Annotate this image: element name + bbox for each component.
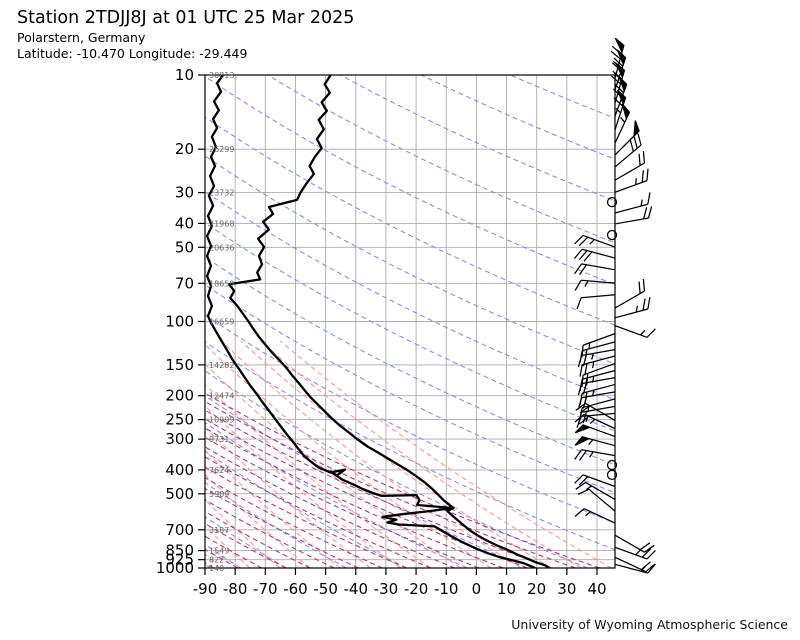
pressure-tick-label: 150 bbox=[165, 356, 194, 374]
pressure-tick-label: 400 bbox=[165, 461, 194, 479]
pressure-tick-label: 500 bbox=[165, 485, 194, 503]
pressure-tick-label: 300 bbox=[165, 430, 194, 448]
altitude-label: 7624 bbox=[209, 466, 229, 475]
page-title: Station 2TDJJ8J at 01 UTC 25 Mar 2025 bbox=[17, 8, 355, 28]
pressure-tick-label: 925 bbox=[165, 551, 194, 569]
x-tick-label: -60 bbox=[283, 580, 308, 598]
pressure-tick-label: 10 bbox=[175, 66, 194, 84]
dewpoint-trace bbox=[205, 75, 536, 568]
x-tick-label: 40 bbox=[587, 580, 606, 598]
altitude-label: 21968 bbox=[209, 219, 234, 228]
header: Station 2TDJJ8J at 01 UTC 25 Mar 2025 Po… bbox=[17, 8, 354, 62]
pressure-tick-label: 20 bbox=[175, 140, 194, 158]
x-tick-label: -50 bbox=[313, 580, 338, 598]
x-tick-label: -10 bbox=[434, 580, 459, 598]
x-tick-label: -20 bbox=[404, 580, 429, 598]
altitude-label: 140 bbox=[209, 564, 224, 573]
altitude-label: 1549 bbox=[209, 547, 229, 556]
altitude-label: 18659 bbox=[209, 279, 234, 288]
altitude-label: 9731 bbox=[209, 435, 229, 444]
x-tick-label: -80 bbox=[223, 580, 248, 598]
x-tick-label: -90 bbox=[193, 580, 218, 598]
altitude-label: 20636 bbox=[209, 243, 234, 252]
pressure-tick-label: 250 bbox=[165, 411, 194, 429]
pressure-tick-label: 70 bbox=[175, 274, 194, 292]
pressure-tick-label: 50 bbox=[175, 238, 194, 256]
pressure-tick-label: 40 bbox=[175, 214, 194, 232]
grid-lines bbox=[204, 74, 615, 569]
x-tick-label: 20 bbox=[527, 580, 546, 598]
x-tick-label: 10 bbox=[497, 580, 516, 598]
altitude-label: 14282 bbox=[209, 361, 234, 370]
altitude-label: 23732 bbox=[209, 189, 234, 198]
pressure-tick-label: 850 bbox=[165, 542, 194, 560]
altitude-label: 16659 bbox=[209, 318, 234, 327]
pressure-tick-label: 700 bbox=[165, 521, 194, 539]
x-tick-label: 30 bbox=[557, 580, 576, 598]
pressure-tick-label: 100 bbox=[165, 313, 194, 331]
altitude-label: 12474 bbox=[209, 392, 234, 401]
altitude-label: 822 bbox=[209, 556, 224, 565]
altitude-label: 10999 bbox=[209, 416, 234, 425]
altitude-label: 26299 bbox=[209, 145, 234, 154]
wind-barb-column bbox=[573, 37, 657, 574]
pressure-tick-label: 1000 bbox=[156, 559, 194, 577]
pressure-tick-label: 200 bbox=[165, 387, 194, 405]
x-tick-label: 0 bbox=[472, 580, 482, 598]
altitude-label: 3187 bbox=[209, 526, 229, 535]
station-name: Polarstern, Germany bbox=[17, 29, 146, 45]
altitude-label: 30813 bbox=[209, 71, 234, 80]
x-tick-label: -30 bbox=[374, 580, 399, 598]
axes: -90 -80 -70 -60 -50 -40 -30 -20 -10 0 10 20 30 40 10 30… bbox=[156, 66, 607, 598]
temperature-trace bbox=[227, 75, 550, 568]
pressure-tick-label: 30 bbox=[175, 184, 194, 202]
credit-text: University of Wyoming Atmospheric Scienc… bbox=[511, 617, 788, 632]
altitude-label: 5909 bbox=[209, 490, 229, 499]
x-tick-label: -70 bbox=[253, 580, 278, 598]
station-coordinates: Latitude: -10.470 Longitude: -29.449 bbox=[17, 46, 248, 62]
x-tick-label: -40 bbox=[344, 580, 369, 598]
